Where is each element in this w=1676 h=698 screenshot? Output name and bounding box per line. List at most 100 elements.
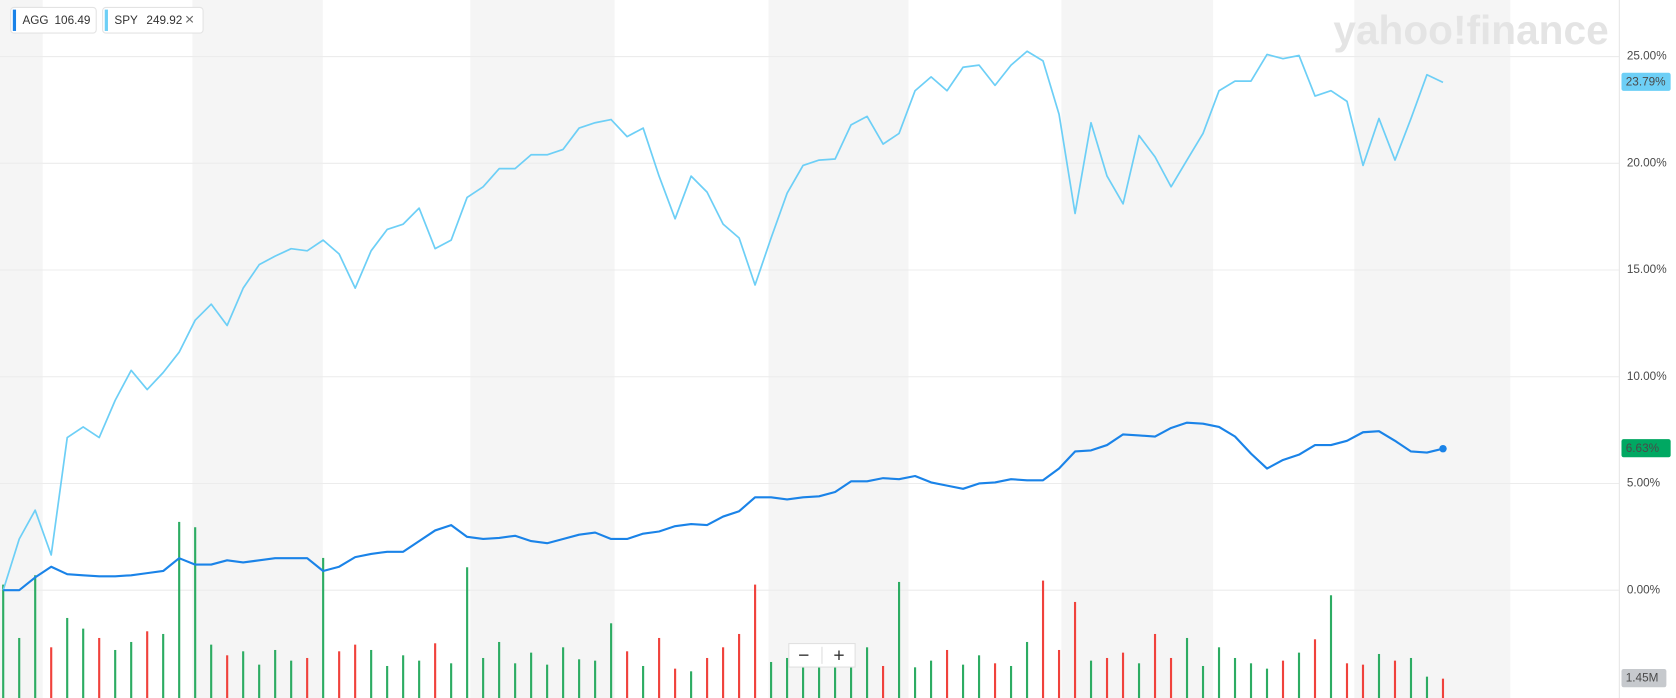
- volume-bar: [242, 651, 245, 698]
- volume-bar: [1009, 665, 1013, 698]
- volume-bar: [897, 581, 901, 698]
- volume-bar: [1281, 660, 1285, 698]
- y-tick-label: 10.00%: [1627, 370, 1667, 383]
- volume-bar: [162, 633, 165, 698]
- volume-bar: [546, 664, 549, 698]
- volume-bar: [802, 659, 805, 698]
- last-value-box: [1621, 439, 1671, 458]
- volume-bar: [1089, 660, 1093, 698]
- volume-bar: [642, 665, 645, 698]
- volume-bar: [1057, 649, 1061, 698]
- volume-label-box: [1621, 669, 1667, 688]
- volume-bar: [1377, 653, 1381, 698]
- last-value-label: 23.79%: [1626, 75, 1666, 88]
- volume-bar: [210, 644, 213, 698]
- zoom-in-button[interactable]: +: [833, 645, 844, 666]
- volume-bar: [945, 649, 949, 698]
- legend: AGG 106.49 SPY 249.92 ×: [10, 6, 204, 34]
- watermark: yahoo!finance: [1333, 7, 1608, 53]
- volume-bar: [1329, 595, 1333, 698]
- volume-bar: [658, 637, 661, 698]
- volume-bar: [738, 633, 741, 698]
- volume-bar: [498, 641, 501, 698]
- volume-bar: [706, 657, 709, 698]
- legend-price: 106.49: [55, 14, 91, 27]
- volume-bar: [1153, 633, 1157, 698]
- volume-bar: [530, 652, 533, 698]
- volume-bar: [146, 631, 149, 698]
- volume-bar: [226, 655, 229, 698]
- volume-bar: [562, 647, 565, 698]
- legend-name: SPY: [114, 14, 138, 27]
- volume-bar: [482, 657, 485, 698]
- legend-swatch: [104, 9, 108, 31]
- volume-bar: [114, 649, 117, 698]
- y-axis: 0.00% 5.00% 10.00% 15.00% 20.00% 25.00% 1.45M 2…: [1618, 0, 1671, 698]
- volume-bar: [354, 644, 357, 698]
- volume-bar: [578, 659, 581, 698]
- volume-bar: [450, 663, 453, 698]
- y-tick-label: 0.00%: [1627, 583, 1661, 596]
- legend-pill: [10, 6, 97, 34]
- volume-bar: [722, 647, 725, 698]
- legend-price: 249.92: [146, 14, 182, 27]
- volume-bar: [1409, 657, 1413, 698]
- volume-bar: [1105, 657, 1109, 698]
- volume-bar: [834, 664, 837, 698]
- volume-bar: [850, 663, 853, 698]
- zoom-controls: − +: [788, 643, 856, 668]
- volume-bar: [1201, 665, 1205, 698]
- volume-bar: [258, 664, 261, 698]
- grid: [0, 56, 1620, 591]
- volume-bar: [866, 647, 869, 698]
- month-band: [192, 0, 323, 698]
- volume-bars: [2, 521, 1445, 698]
- volume-bar: [674, 668, 677, 698]
- volume-bar: [1217, 647, 1221, 698]
- volume-bar: [306, 657, 309, 698]
- volume-bar: [1425, 676, 1429, 698]
- volume-bar: [434, 643, 437, 698]
- volume-bar: [66, 617, 69, 698]
- volume-bar: [2, 584, 5, 698]
- volume-bar: [1265, 668, 1269, 698]
- y-tick-label: 25.00%: [1627, 50, 1667, 63]
- volume-bar: [50, 647, 53, 698]
- volume-bar: [1249, 663, 1253, 698]
- series-line: [2, 50, 1444, 591]
- volume-bar: [82, 628, 85, 698]
- volume-bar: [1345, 663, 1349, 698]
- y-tick-label: 15.00%: [1627, 263, 1667, 276]
- legend-swatch: [12, 9, 17, 31]
- legend-name: AGG: [22, 14, 48, 27]
- volume-last-label: 1.45M: [1626, 672, 1659, 685]
- volume-bar: [514, 663, 517, 698]
- volume-bar: [1169, 657, 1173, 698]
- volume-bar: [130, 641, 133, 698]
- volume-bar: [1297, 652, 1301, 698]
- volume-bar: [194, 527, 197, 698]
- month-band: [1354, 0, 1511, 698]
- volume-bar: [178, 521, 181, 698]
- volume-bar: [1361, 664, 1365, 698]
- volume-bar: [690, 671, 693, 698]
- volume-bar: [1233, 657, 1237, 698]
- volume-bar: [818, 649, 821, 698]
- last-point: [1439, 444, 1447, 453]
- legend-close[interactable]: ×: [185, 11, 194, 29]
- series-line: [3, 421, 1444, 592]
- volume-bar: [1041, 580, 1045, 698]
- volume-bar: [1073, 601, 1077, 698]
- y-tick-label: 5.00%: [1627, 477, 1661, 490]
- volume-bar: [338, 651, 341, 698]
- volume-bar: [626, 651, 629, 698]
- volume-bar: [18, 637, 21, 698]
- zoom-out-button[interactable]: −: [798, 645, 809, 666]
- volume-bar: [418, 660, 421, 698]
- volume-bar: [34, 575, 37, 698]
- volume-bar: [1185, 637, 1189, 698]
- month-band: [0, 0, 43, 698]
- volume-bar: [402, 655, 405, 698]
- volume-bar: [913, 667, 917, 698]
